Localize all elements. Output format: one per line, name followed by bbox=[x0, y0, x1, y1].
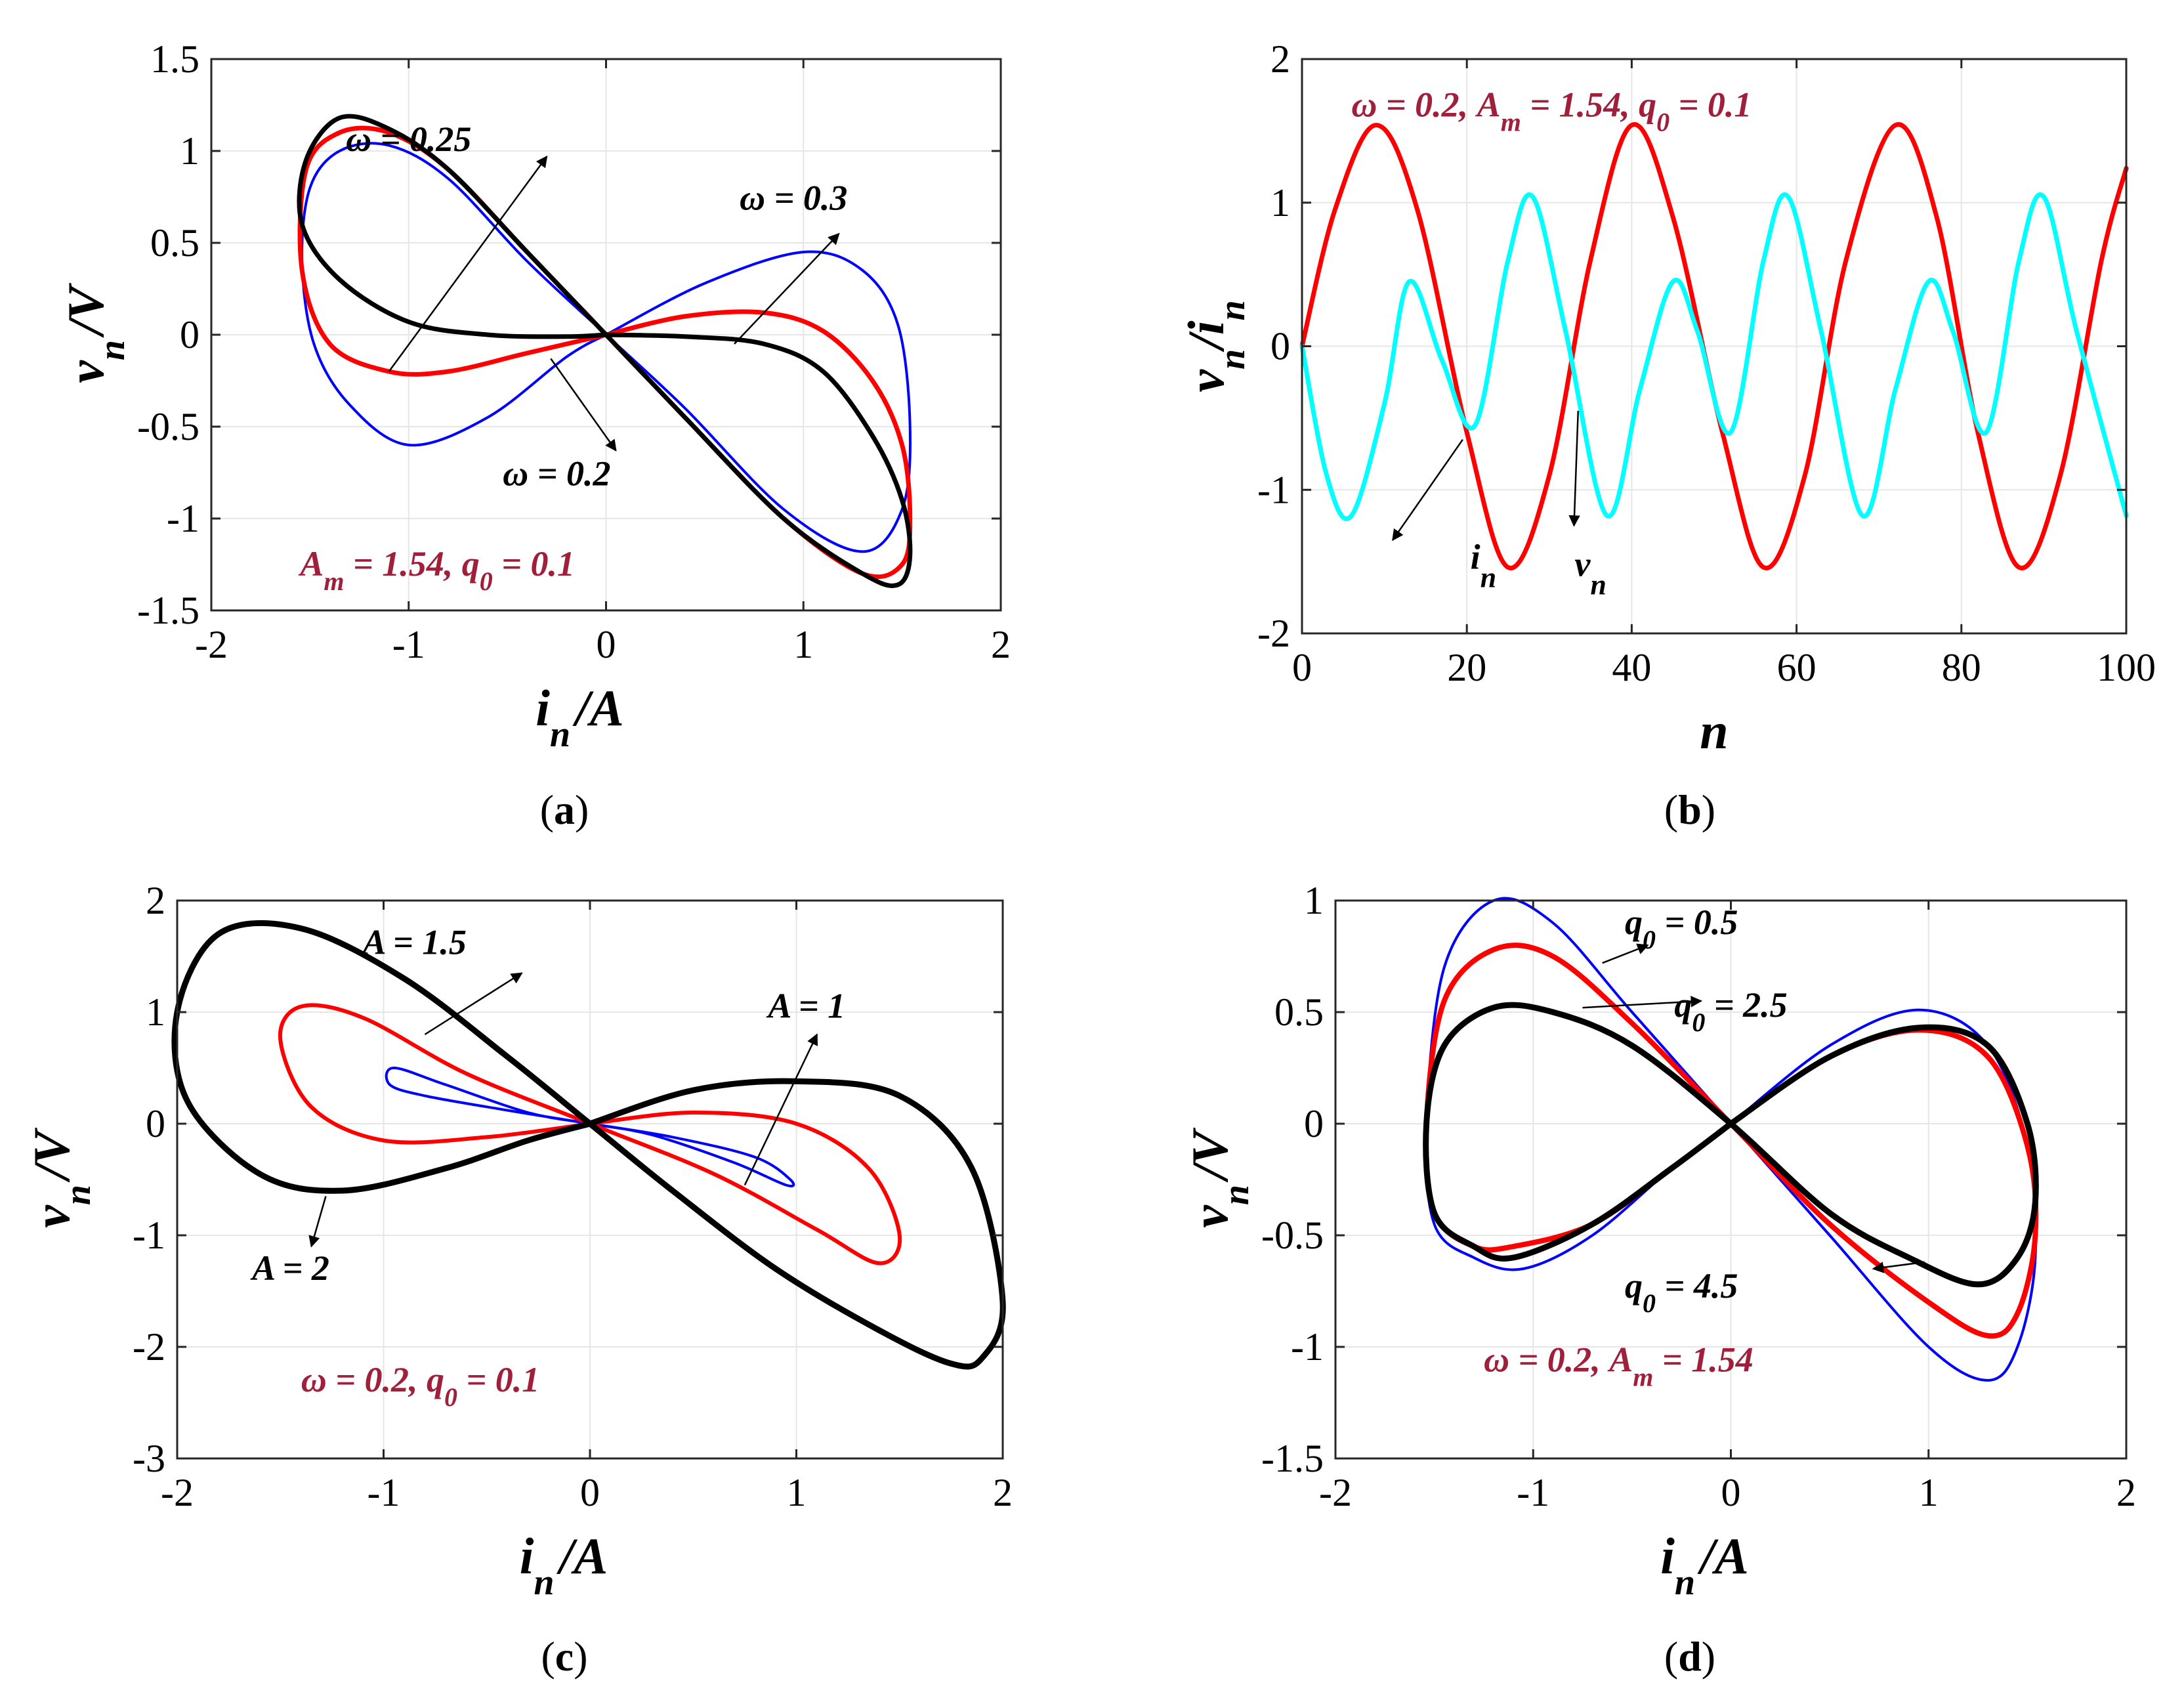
y-tick-label: -1 bbox=[1257, 468, 1290, 511]
chart-panel-1: -2 -1 0 1 2 -1.5 -1 -0.5 0 0.5 1 1.5 in/A vn/V ω = 0.2… bbox=[57, 37, 1011, 833]
y-tick-label: 1 bbox=[180, 129, 200, 173]
series-line-1 bbox=[301, 142, 912, 553]
y-axis-label: vn/V bbox=[1181, 1127, 1257, 1227]
series-line-1 bbox=[1299, 122, 2129, 570]
chart-panel-2: 0 20 40 60 80 100 -2 -1 0 1 2 n vn/in in vn ω = 0.2, Am… bbox=[1177, 37, 2156, 833]
y-tick-label: -0.5 bbox=[1261, 1214, 1324, 1257]
x-tick-label: 2 bbox=[991, 623, 1011, 666]
annotation-arrow bbox=[424, 972, 523, 1036]
annotation-label: A = 1 bbox=[766, 987, 845, 1026]
x-tick-label: 0 bbox=[580, 1471, 600, 1514]
panel-label: (b) bbox=[1664, 786, 1715, 833]
y-tick-label: -3 bbox=[133, 1437, 165, 1480]
x-tick-label: 2 bbox=[993, 1471, 1013, 1514]
parameter-text: Am = 1.54, q0 = 0.1 bbox=[298, 544, 575, 596]
chart-panel-4: -2 -1 0 1 2 -1.5 -1 -0.5 0 0.5 1 in/A vn/V q0 = 0.5 q0… bbox=[1181, 879, 2136, 1680]
x-tick-label: 0 bbox=[1292, 646, 1312, 689]
annotation-arrow bbox=[1872, 1261, 1925, 1273]
series-line-3 bbox=[297, 114, 913, 589]
y-tick-label: 0.5 bbox=[1274, 990, 1324, 1034]
x-tick-label: 40 bbox=[1612, 646, 1651, 689]
x-tick-label: 80 bbox=[1942, 646, 1981, 689]
annotation-label: ω = 0.2 bbox=[503, 454, 610, 494]
y-tick-label: 2 bbox=[146, 879, 165, 922]
parameter-text: ω = 0.2, q0 = 0.1 bbox=[301, 1360, 540, 1412]
y-tick-label: -1 bbox=[133, 1214, 165, 1257]
annotation-label: A = 1.5 bbox=[361, 923, 467, 962]
x-tick-label: -2 bbox=[195, 623, 228, 666]
annotation-label: ω = 0.3 bbox=[740, 179, 847, 218]
annotation-arrow bbox=[1602, 943, 1649, 964]
x-tick-label: 1 bbox=[1919, 1471, 1939, 1514]
annotation-label: vn bbox=[1574, 545, 1606, 601]
parameter-text: ω = 0.2, Am = 1.54 bbox=[1484, 1340, 1754, 1392]
annotation-arrow bbox=[734, 232, 840, 345]
y-tick-label: 2 bbox=[1270, 37, 1290, 81]
annotation-arrow bbox=[388, 155, 548, 372]
y-tick-label: 1.5 bbox=[150, 37, 200, 81]
y-tick-label: -2 bbox=[1257, 612, 1290, 655]
x-tick-label: -1 bbox=[392, 623, 425, 666]
y-tick-label: -1 bbox=[167, 497, 200, 540]
parameter-text: ω = 0.2, Am = 1.54, q0 = 0.1 bbox=[1351, 85, 1752, 137]
y-tick-label: -1.5 bbox=[1261, 1437, 1324, 1480]
x-tick-label: 100 bbox=[2097, 646, 2156, 689]
x-tick-label: -2 bbox=[161, 1471, 194, 1514]
y-tick-label: -1 bbox=[1291, 1325, 1324, 1369]
x-tick-label: 0 bbox=[597, 623, 616, 666]
y-tick-label: 1 bbox=[146, 990, 165, 1034]
y-tick-label: 0 bbox=[1304, 1102, 1324, 1145]
x-tick-label: -2 bbox=[1319, 1471, 1352, 1514]
annotation-arrow bbox=[1582, 996, 1703, 1009]
x-tick-label: 20 bbox=[1447, 646, 1486, 689]
panel-label: (a) bbox=[540, 786, 589, 833]
x-axis-label: in/A bbox=[520, 1527, 608, 1603]
x-tick-label: -1 bbox=[368, 1471, 400, 1514]
panel-label: (c) bbox=[541, 1633, 587, 1680]
annotation-arrow bbox=[744, 1033, 818, 1186]
y-tick-label: 0 bbox=[1270, 325, 1290, 368]
y-tick-label: 0.5 bbox=[150, 221, 200, 265]
y-tick-label: 1 bbox=[1304, 879, 1324, 922]
x-axis-label: in/A bbox=[1660, 1527, 1749, 1603]
x-tick-label: 2 bbox=[2116, 1471, 2136, 1514]
annotation-label: ω = 0.25 bbox=[346, 119, 471, 159]
x-tick-label: -1 bbox=[1517, 1471, 1549, 1514]
x-axis-label: in/A bbox=[536, 679, 624, 755]
annotation-label: A = 2 bbox=[250, 1248, 329, 1288]
x-tick-label: 1 bbox=[793, 623, 813, 666]
y-tick-label: 0 bbox=[146, 1102, 165, 1145]
y-tick-label: 0 bbox=[180, 313, 200, 356]
series-line-2 bbox=[1299, 192, 2129, 521]
annotation-label: q0 = 4.5 bbox=[1625, 1266, 1738, 1318]
annotation-label: q0 = 0.5 bbox=[1625, 903, 1738, 954]
panel-label: (d) bbox=[1664, 1633, 1715, 1680]
y-tick-label: -2 bbox=[133, 1325, 165, 1369]
annotation-arrow bbox=[1392, 438, 1463, 542]
annotation-arrow bbox=[550, 358, 617, 452]
series-line-3 bbox=[171, 920, 1006, 1370]
y-axis-label: vn/V bbox=[57, 282, 133, 383]
x-tick-label: 0 bbox=[1721, 1471, 1741, 1514]
series-line-3 bbox=[1423, 1002, 2039, 1288]
annotation-arrow bbox=[308, 1196, 327, 1248]
annotation-arrow bbox=[1568, 410, 1580, 527]
x-tick-label: 60 bbox=[1777, 646, 1816, 689]
y-axis-label: vn/V bbox=[23, 1127, 98, 1227]
annotation-label: q0 = 2.5 bbox=[1674, 985, 1787, 1037]
y-tick-label: 1 bbox=[1270, 181, 1290, 224]
y-axis-label: vn/in bbox=[1177, 300, 1253, 392]
annotation-label: in bbox=[1471, 538, 1497, 594]
y-tick-label: -1.5 bbox=[137, 589, 200, 632]
y-tick-label: -0.5 bbox=[137, 405, 200, 448]
x-tick-label: 1 bbox=[787, 1471, 807, 1514]
x-axis-label: n bbox=[1700, 702, 1728, 759]
